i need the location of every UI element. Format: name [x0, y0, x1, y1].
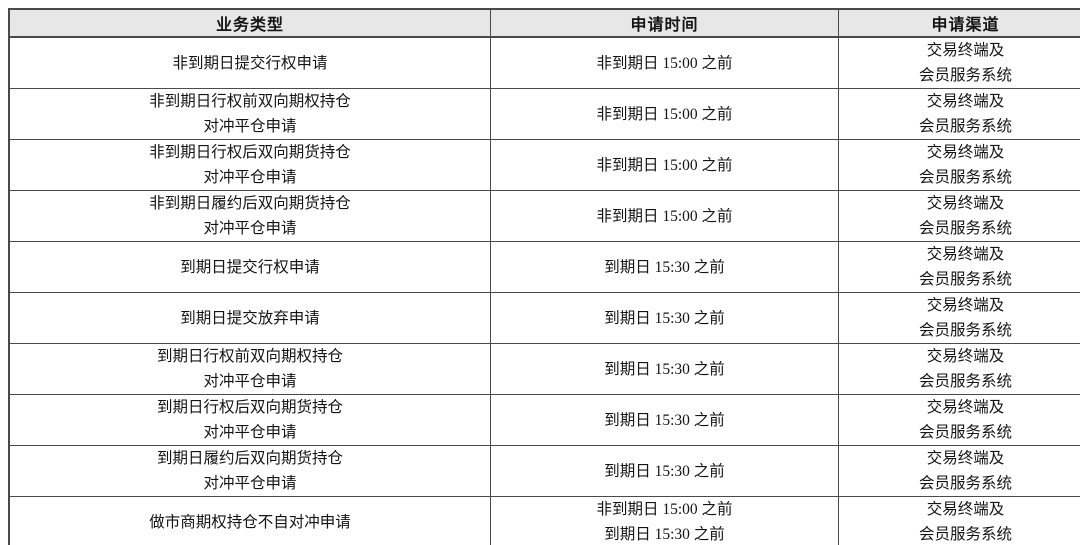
table-row: 非到期日行权前双向期权持仓 对冲平仓申请 非到期日 15:00 之前 交易终端及会… [8, 88, 1080, 140]
cell-apply-time: 到期日 15:30 之前 [490, 241, 839, 293]
cell-business-type: 非到期日行权前双向期权持仓 对冲平仓申请 [8, 88, 491, 140]
cell-business-type: 做市商期权持仓不自对冲申请 [8, 496, 491, 545]
cell-line: 到期日 15:30 之前 [604, 411, 725, 429]
cell-line: 对冲平仓申请 [203, 220, 297, 237]
cell-line: 非到期日行权后双向期货持仓 [149, 144, 351, 161]
options-application-table: 业务类型 申请时间 申请渠道 非到期日提交行权申请 非到期日 15:00 之前 … [8, 8, 1080, 545]
cell-line: 会员服务系统 [918, 424, 1012, 441]
cell-line: 交易终端及 [926, 42, 1005, 59]
cell-line: 会员服务系统 [918, 220, 1012, 237]
cell-line: 到期日 15:30 之前 [604, 309, 725, 327]
cell-line: 到期日提交放弃申请 [180, 309, 320, 327]
cell-business-type: 到期日行权前双向期权持仓 对冲平仓申请 [8, 343, 491, 395]
cell-apply-channel: 交易终端及会员服务系统 [838, 36, 1080, 89]
cell-line: 非到期日履约后双向期货持仓 [149, 195, 351, 212]
cell-line: 到期日履约后双向期货持仓 [156, 450, 343, 467]
cell-apply-channel: 交易终端及会员服务系统 [838, 292, 1080, 344]
cell-line: 会员服务系统 [918, 475, 1012, 492]
cell-line: 对冲平仓申请 [203, 373, 297, 390]
cell-business-type: 到期日行权后双向期货持仓 对冲平仓申请 [8, 394, 491, 446]
cell-line: 到期日 15:30 之前 [604, 360, 725, 378]
cell-line: 会员服务系统 [918, 373, 1012, 390]
cell-apply-time: 非到期日 15:00 之前 到期日 15:30 之前 [490, 496, 839, 545]
table-row: 到期日提交行权申请 到期日 15:30 之前 交易终端及会员服务系统 [8, 241, 1080, 293]
cell-line: 会员服务系统 [918, 118, 1012, 135]
cell-apply-time: 非到期日 15:00 之前 [490, 88, 839, 140]
cell-apply-channel: 交易终端及会员服务系统 [838, 445, 1080, 497]
cell-line: 交易终端及 [926, 348, 1005, 365]
table-row: 做市商期权持仓不自对冲申请 非到期日 15:00 之前 到期日 15:30 之前 … [8, 496, 1080, 545]
cell-apply-time: 到期日 15:30 之前 [490, 445, 839, 497]
cell-apply-channel: 交易终端及会员服务系统 [838, 394, 1080, 446]
cell-line: 会员服务系统 [918, 322, 1012, 339]
cell-line: 到期日 15:30 之前 [604, 462, 725, 480]
cell-apply-channel: 交易终端及会员服务系统 [838, 496, 1080, 545]
cell-apply-time: 非到期日 15:00 之前 [490, 190, 839, 242]
cell-line: 会员服务系统 [918, 271, 1012, 288]
cell-line: 到期日 15:30 之前 [604, 258, 725, 276]
cell-apply-channel: 交易终端及会员服务系统 [838, 343, 1080, 395]
table-row: 非到期日提交行权申请 非到期日 15:00 之前 交易终端及会员服务系统 [8, 36, 1080, 89]
header-row: 业务类型 申请时间 申请渠道 [8, 8, 1080, 38]
cell-line: 交易终端及 [926, 297, 1005, 314]
cell-line: 对冲平仓申请 [203, 118, 297, 135]
cell-business-type: 非到期日履约后双向期货持仓 对冲平仓申请 [8, 190, 491, 242]
cell-apply-time: 非到期日 15:00 之前 [490, 139, 839, 191]
cell-line: 到期日 15:30 之前 [604, 526, 725, 543]
header-apply-channel: 申请渠道 [838, 8, 1080, 38]
cell-apply-channel: 交易终端及会员服务系统 [838, 139, 1080, 191]
cell-line: 非到期日 15:00 之前 [596, 105, 733, 123]
table-row: 到期日提交放弃申请 到期日 15:30 之前 交易终端及会员服务系统 [8, 292, 1080, 344]
header-apply-time: 申请时间 [490, 8, 839, 38]
cell-business-type: 到期日提交行权申请 [8, 241, 491, 293]
cell-line: 做市商期权持仓不自对冲申请 [149, 513, 351, 531]
cell-line: 到期日提交行权申请 [180, 258, 320, 276]
cell-apply-channel: 交易终端及会员服务系统 [838, 190, 1080, 242]
cell-line: 非到期日 15:00 之前 [596, 54, 733, 72]
cell-apply-time: 非到期日 15:00 之前 [490, 36, 839, 89]
cell-line: 对冲平仓申请 [203, 475, 297, 492]
cell-line: 交易终端及 [926, 246, 1005, 263]
table-row: 非到期日行权后双向期货持仓 对冲平仓申请 非到期日 15:00 之前 交易终端及会… [8, 139, 1080, 191]
cell-line: 非到期日 15:00 之前 [596, 156, 733, 174]
header-business-type: 业务类型 [8, 8, 491, 38]
cell-line: 非到期日 15:00 之前 [596, 207, 733, 225]
cell-business-type: 到期日履约后双向期货持仓 对冲平仓申请 [8, 445, 491, 497]
cell-apply-channel: 交易终端及会员服务系统 [838, 241, 1080, 293]
cell-line: 交易终端及 [926, 93, 1005, 110]
table-body: 非到期日提交行权申请 非到期日 15:00 之前 交易终端及 会员服务系统 非到期… [8, 36, 1080, 545]
table-row: 到期日行权后双向期货持仓 对冲平仓申请 到期日 15:30 之前 交易终端及会员服… [8, 394, 1080, 446]
cell-business-type: 非到期日提交行权申请 [8, 36, 491, 89]
cell-line: 对冲平仓申请 [203, 169, 297, 186]
cell-apply-time: 到期日 15:30 之前 [490, 394, 839, 446]
cell-line: 交易终端及 [926, 195, 1005, 212]
cell-business-type: 非到期日行权后双向期货持仓 对冲平仓申请 [8, 139, 491, 191]
cell-line: 会员服务系统 [918, 67, 1012, 84]
cell-line: 非到期日行权前双向期权持仓 [149, 93, 351, 110]
cell-line: 非到期日提交行权申请 [172, 54, 328, 72]
cell-line: 非到期日 15:00 之前 [596, 501, 733, 518]
cell-line: 交易终端及 [926, 501, 1005, 518]
cell-apply-channel: 交易终端及会员服务系统 [838, 88, 1080, 140]
cell-apply-time: 到期日 15:30 之前 [490, 343, 839, 395]
table-row: 非到期日履约后双向期货持仓 对冲平仓申请 非到期日 15:00 之前 交易终端及会… [8, 190, 1080, 242]
cell-business-type: 到期日提交放弃申请 [8, 292, 491, 344]
table-row: 到期日行权前双向期权持仓 对冲平仓申请 到期日 15:30 之前 交易终端及会员服… [8, 343, 1080, 395]
table-row: 到期日履约后双向期货持仓 对冲平仓申请 到期日 15:30 之前 交易终端及会员服… [8, 445, 1080, 497]
cell-apply-time: 到期日 15:30 之前 [490, 292, 839, 344]
cell-line: 交易终端及 [926, 144, 1005, 161]
cell-line: 会员服务系统 [918, 169, 1012, 186]
cell-line: 会员服务系统 [918, 526, 1012, 543]
cell-line: 到期日行权前双向期权持仓 [156, 348, 343, 365]
cell-line: 对冲平仓申请 [203, 424, 297, 441]
table-header: 业务类型 申请时间 申请渠道 [8, 8, 1080, 38]
cell-line: 交易终端及 [926, 450, 1005, 467]
cell-line: 到期日行权后双向期货持仓 [156, 399, 343, 416]
cell-line: 交易终端及 [926, 399, 1005, 416]
